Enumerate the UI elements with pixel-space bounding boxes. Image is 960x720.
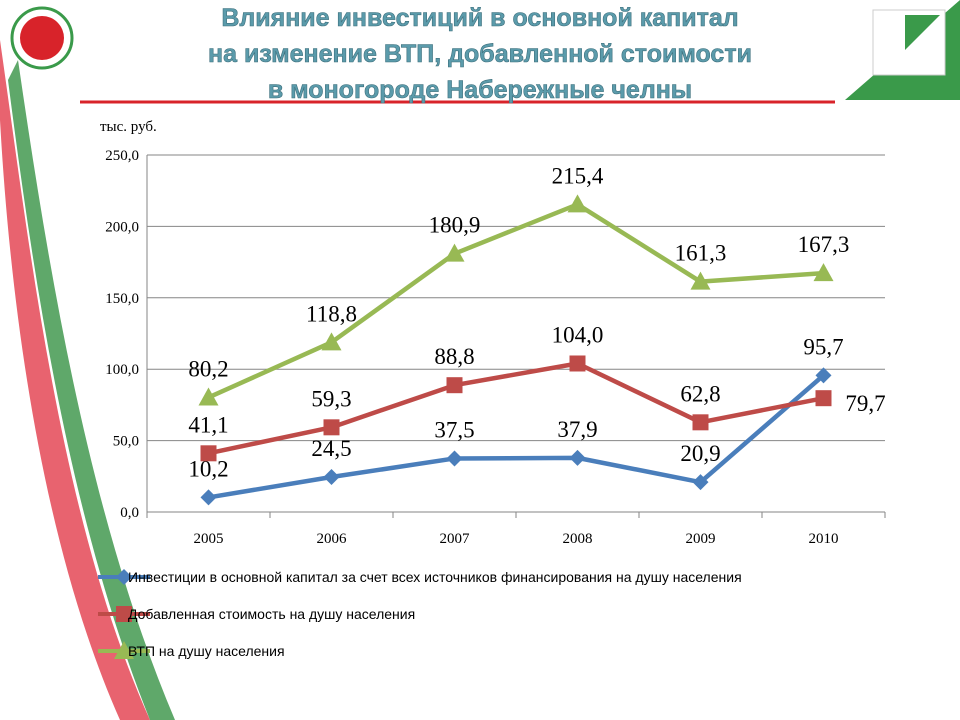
data-label: 161,3: [675, 241, 727, 266]
point: [692, 474, 709, 491]
title: в моногороде Набережные челны: [268, 76, 692, 104]
data-label: 215,4: [552, 163, 604, 188]
x-tick-label: 2007: [440, 531, 471, 547]
series-line: [208, 361, 824, 456]
x-tick-label: 2005: [194, 531, 224, 547]
point: [198, 387, 219, 406]
y-axis-label: тыс. руб.: [100, 119, 157, 135]
point: [323, 419, 340, 436]
data-label: 80,2: [188, 356, 228, 381]
x-tick-label: 2010: [809, 531, 839, 547]
x-tick-label: 2009: [686, 531, 716, 547]
y-tick-label: 100,0: [105, 362, 139, 378]
point: [444, 243, 465, 262]
x-tick-label: 2008: [563, 531, 593, 547]
data-label: 59,3: [311, 386, 351, 411]
point: [116, 606, 132, 622]
point: [200, 445, 217, 462]
data-label: 118,8: [306, 301, 357, 326]
series-line: [208, 373, 825, 500]
point: [569, 449, 586, 466]
y-tick-label: 200,0: [105, 219, 139, 235]
point: [446, 377, 463, 394]
data-label: 24,5: [311, 436, 351, 461]
legend-label: Добавленная стоимость на душу населения: [128, 606, 415, 622]
point: [813, 263, 834, 282]
y-tick-label: 0,0: [120, 505, 139, 521]
point: [815, 390, 832, 407]
point: [567, 194, 588, 213]
data-label: 167,3: [798, 232, 850, 257]
point: [569, 355, 586, 372]
point: [446, 450, 463, 467]
decor-stripe: [8, 60, 175, 720]
data-label: 20,9: [680, 441, 720, 466]
y-tick-label: 250,0: [105, 148, 139, 164]
legend-label: Инвестиции в основной капитал за счет вс…: [128, 569, 742, 585]
x-tick-label: 2006: [317, 531, 348, 547]
data-label: 41,1: [188, 412, 228, 437]
y-tick-label: 150,0: [105, 291, 139, 307]
data-label: 37,9: [557, 417, 597, 442]
data-label: 88,8: [434, 344, 474, 369]
decor-stripe: [0, 40, 150, 720]
data-label: 62,8: [680, 381, 720, 406]
data-label: 180,9: [429, 213, 481, 238]
data-label: 95,7: [803, 334, 843, 359]
data-label: 79,7: [845, 391, 885, 416]
title: на изменение ВТП, добавленной стоимости: [208, 40, 752, 68]
title: Влияние инвестиций в основной капитал: [221, 4, 738, 32]
logo: [905, 15, 940, 50]
point: [116, 569, 132, 585]
point: [692, 414, 709, 431]
point: [321, 332, 342, 351]
point: [323, 469, 340, 486]
data-label: 104,0: [552, 322, 604, 347]
point: [690, 271, 711, 290]
legend-label: ВТП на душу населения: [128, 643, 285, 659]
data-label: 37,5: [434, 417, 474, 442]
logo: [20, 16, 64, 60]
point: [200, 489, 217, 506]
point: [114, 641, 134, 659]
y-tick-label: 50,0: [113, 434, 139, 450]
point: [815, 367, 832, 384]
series-line: [207, 202, 824, 400]
